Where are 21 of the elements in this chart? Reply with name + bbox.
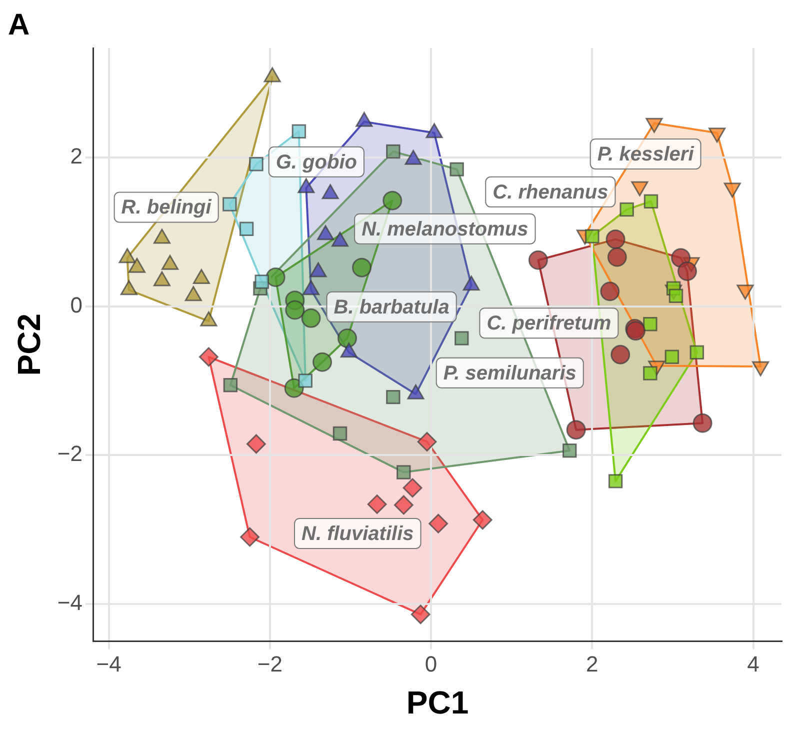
series-label: P. kessleri bbox=[597, 143, 694, 166]
series-label: C. perifretum bbox=[486, 312, 612, 335]
series-label: N. melanostomus bbox=[362, 218, 528, 240]
chart-title: A bbox=[8, 8, 30, 42]
y-tick-label: 2 bbox=[70, 143, 82, 168]
series-label: P. semilunaris bbox=[443, 362, 576, 384]
y-axis-title: PC2 bbox=[11, 313, 48, 376]
series-label: G. gobio bbox=[276, 151, 357, 174]
series-label: N. fluviatilis bbox=[302, 522, 414, 545]
x-axis-title: PC1 bbox=[406, 684, 469, 721]
y-tick-label: −2 bbox=[57, 441, 82, 466]
series-label: R. belingi bbox=[121, 196, 212, 219]
x-tick-label: −2 bbox=[257, 651, 282, 676]
x-tick-label: 0 bbox=[424, 651, 438, 676]
y-tick-label: 0 bbox=[70, 292, 82, 318]
x-tick-label: 2 bbox=[586, 651, 598, 676]
x-tick-label: 4 bbox=[747, 651, 760, 676]
series-label: C. rhenanus bbox=[492, 181, 608, 204]
x-tick-label: −4 bbox=[96, 651, 122, 676]
y-tick-label: −4 bbox=[57, 590, 82, 616]
series-label: B. barbatula bbox=[334, 296, 450, 318]
